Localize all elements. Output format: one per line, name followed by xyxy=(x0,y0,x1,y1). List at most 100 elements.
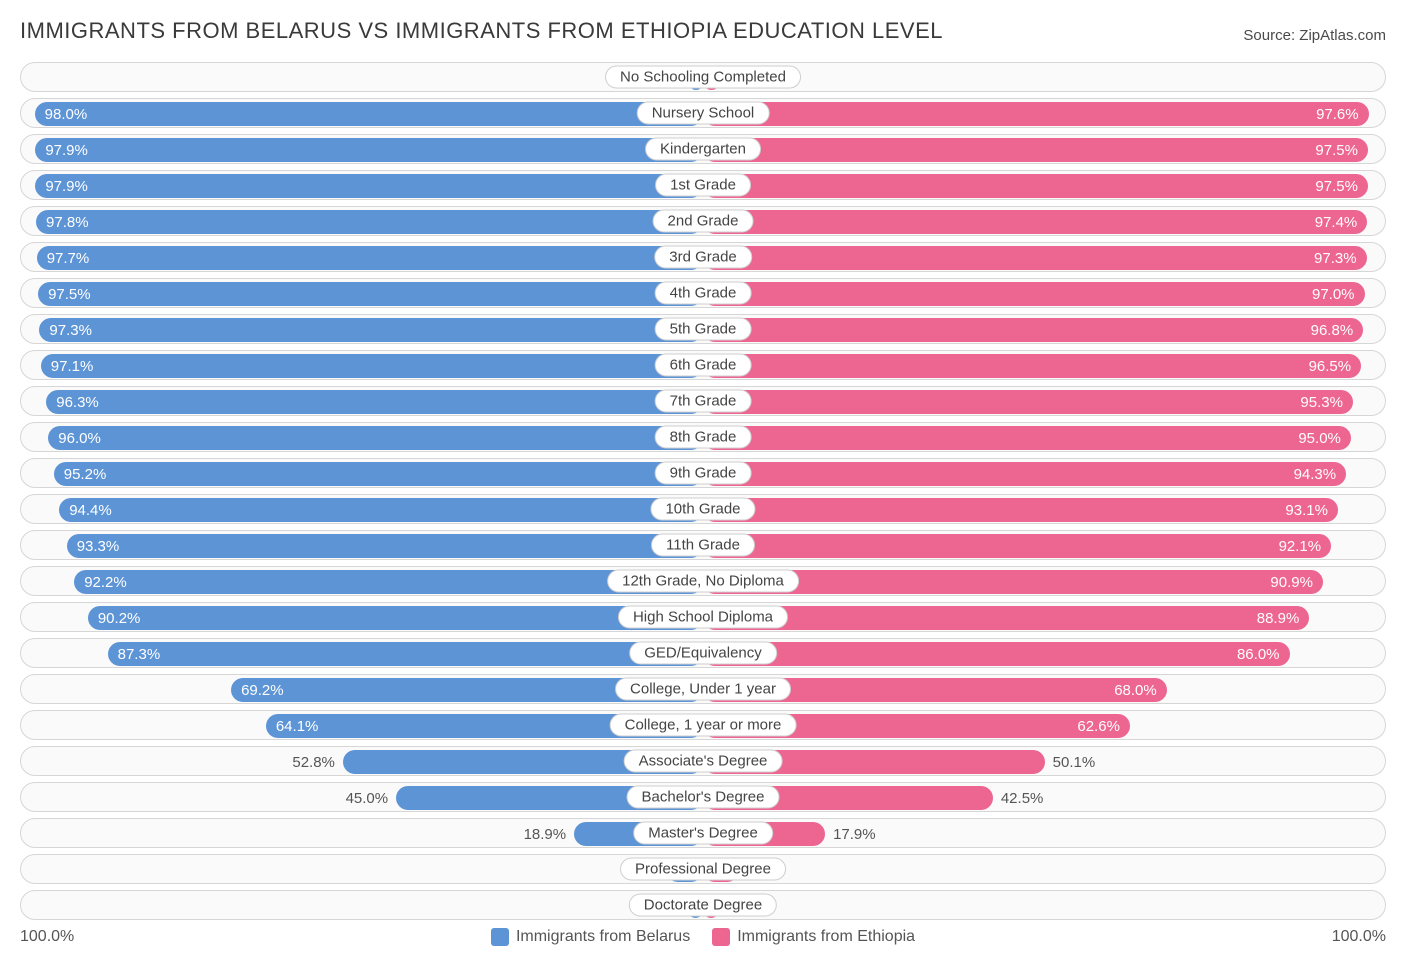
chart-row: 94.4%93.1%10th Grade xyxy=(20,494,1386,524)
chart-row: 45.0%42.5%Bachelor's Degree xyxy=(20,782,1386,812)
category-label: 9th Grade xyxy=(655,462,752,485)
bar-left-value: 95.2% xyxy=(64,466,107,483)
bar-right-value: 97.4% xyxy=(1315,214,1358,231)
chart-row: 97.5%97.0%4th Grade xyxy=(20,278,1386,308)
bar-left: 96.0% xyxy=(48,426,703,450)
bar-right-value: 95.0% xyxy=(1298,430,1341,447)
chart-row: 2.1%2.5%No Schooling Completed xyxy=(20,62,1386,92)
legend-swatch-right xyxy=(712,928,730,946)
bar-right-value: 88.9% xyxy=(1257,610,1300,627)
axis-right-end: 100.0% xyxy=(1332,928,1386,946)
bar-left: 98.0% xyxy=(35,102,703,126)
bar-left-value: 96.0% xyxy=(58,430,101,447)
chart-row: 95.2% 94.3% 9th Grade xyxy=(20,458,1386,488)
bar-left: 90.2% xyxy=(88,606,703,630)
diverging-bar-chart: 2.1%2.5%No Schooling Completed 98.0%97.6%… xyxy=(20,62,1386,920)
bar-right-value: 96.5% xyxy=(1309,358,1352,375)
category-label: 3rd Grade xyxy=(654,246,752,269)
bar-left: 94.4% xyxy=(59,498,703,522)
bar-left: 97.9% xyxy=(35,138,703,162)
chart-row: 97.7% 97.3% 3rd Grade xyxy=(20,242,1386,272)
category-label: 7th Grade xyxy=(655,390,752,413)
bar-right-value: 90.9% xyxy=(1270,574,1313,591)
bar-right: 86.0% xyxy=(703,642,1290,666)
bar-right: 92.1% xyxy=(703,534,1331,558)
bar-left: 97.1% xyxy=(41,354,703,378)
bar-right: 93.1% xyxy=(703,498,1338,522)
bar-left-value: 97.3% xyxy=(49,322,92,339)
chart-row: 98.0%97.6%Nursery School xyxy=(20,98,1386,128)
category-label: Nursery School xyxy=(637,102,770,125)
bar-right: 97.4% xyxy=(703,210,1367,234)
category-label: 11th Grade xyxy=(651,534,755,557)
bar-right: 88.9% xyxy=(703,606,1309,630)
bar-right-value: 95.3% xyxy=(1300,394,1343,411)
bar-left-value: 69.2% xyxy=(241,682,284,699)
bar-left-value: 96.3% xyxy=(56,394,99,411)
bar-left: 97.5% xyxy=(38,282,703,306)
bar-right: 96.5% xyxy=(703,354,1361,378)
chart-row: 96.3% 95.3% 7th Grade xyxy=(20,386,1386,416)
bar-right: 95.0% xyxy=(703,426,1351,450)
bar-left: 97.3% xyxy=(39,318,703,342)
bar-right-value: 92.1% xyxy=(1279,538,1322,555)
chart-row: 97.8%97.4%2nd Grade xyxy=(20,206,1386,236)
chart-row: 5.5%5.3%Professional Degree xyxy=(20,854,1386,884)
legend-swatch-left xyxy=(491,928,509,946)
bar-left-value: 97.5% xyxy=(48,286,91,303)
category-label: Bachelor's Degree xyxy=(627,786,780,809)
category-label: College, 1 year or more xyxy=(610,714,797,737)
legend-label-right: Immigrants from Ethiopia xyxy=(737,928,915,946)
bar-left: 96.3% xyxy=(46,390,703,414)
bar-right-value: 93.1% xyxy=(1285,502,1328,519)
category-label: 1st Grade xyxy=(655,174,751,197)
category-label: 12th Grade, No Diploma xyxy=(607,570,799,593)
category-label: Master's Degree xyxy=(633,822,773,845)
bar-right: 94.3% xyxy=(703,462,1346,486)
bar-right: 97.3% xyxy=(703,246,1367,270)
source-prefix: Source: xyxy=(1243,27,1295,44)
bar-left-value: 92.2% xyxy=(84,574,127,591)
category-label: College, Under 1 year xyxy=(615,678,791,701)
category-label: 4th Grade xyxy=(655,282,752,305)
chart-row: 90.2%88.9%High School Diploma xyxy=(20,602,1386,632)
bar-right-value: 94.3% xyxy=(1294,466,1337,483)
category-label: 5th Grade xyxy=(655,318,752,341)
legend-item-right: Immigrants from Ethiopia xyxy=(712,928,915,946)
source-name: ZipAtlas.com xyxy=(1299,27,1386,44)
bar-right-value: 97.3% xyxy=(1314,250,1357,267)
bar-right: 97.6% xyxy=(703,102,1369,126)
bar-left-value: 18.9% xyxy=(524,826,575,843)
bar-right-value: 68.0% xyxy=(1114,682,1157,699)
bar-right-value: 86.0% xyxy=(1237,646,1280,663)
chart-row: 97.3%96.8%5th Grade xyxy=(20,314,1386,344)
category-label: 6th Grade xyxy=(655,354,752,377)
category-label: Doctorate Degree xyxy=(629,894,777,917)
chart-row: 64.1% 62.6% College, 1 year or more xyxy=(20,710,1386,740)
bar-left: 97.7% xyxy=(37,246,703,270)
chart-title: IMMIGRANTS FROM BELARUS VS IMMIGRANTS FR… xyxy=(20,18,943,44)
bar-left: 97.8% xyxy=(36,210,703,234)
bar-right-value: 50.1% xyxy=(1045,754,1096,771)
bar-right-value: 42.5% xyxy=(993,790,1044,807)
bar-left: 97.9% xyxy=(35,174,703,198)
bar-right-value: 62.6% xyxy=(1077,718,1120,735)
bar-left-value: 97.7% xyxy=(47,250,90,267)
chart-row: 18.9% 17.9% Master's Degree xyxy=(20,818,1386,848)
bar-left-value: 64.1% xyxy=(276,718,319,735)
chart-row: 93.3%92.1%11th Grade xyxy=(20,530,1386,560)
bar-left-value: 97.8% xyxy=(46,214,89,231)
chart-row: 92.2% 90.9% 12th Grade, No Diploma xyxy=(20,566,1386,596)
chart-row: 97.1% 96.5% 6th Grade xyxy=(20,350,1386,380)
chart-row: 52.8%50.1%Associate's Degree xyxy=(20,746,1386,776)
bar-right: 97.5% xyxy=(703,138,1368,162)
bar-left-value: 97.9% xyxy=(45,142,88,159)
bar-right-value: 17.9% xyxy=(825,826,876,843)
category-label: No Schooling Completed xyxy=(605,66,801,89)
category-label: Associate's Degree xyxy=(624,750,783,773)
chart-header: IMMIGRANTS FROM BELARUS VS IMMIGRANTS FR… xyxy=(20,18,1386,44)
chart-footer: 100.0% Immigrants from Belarus Immigrant… xyxy=(20,928,1386,946)
bar-right-value: 97.5% xyxy=(1315,142,1358,159)
bar-left: 95.2% xyxy=(54,462,703,486)
chart-row: 69.2% 68.0% College, Under 1 year xyxy=(20,674,1386,704)
